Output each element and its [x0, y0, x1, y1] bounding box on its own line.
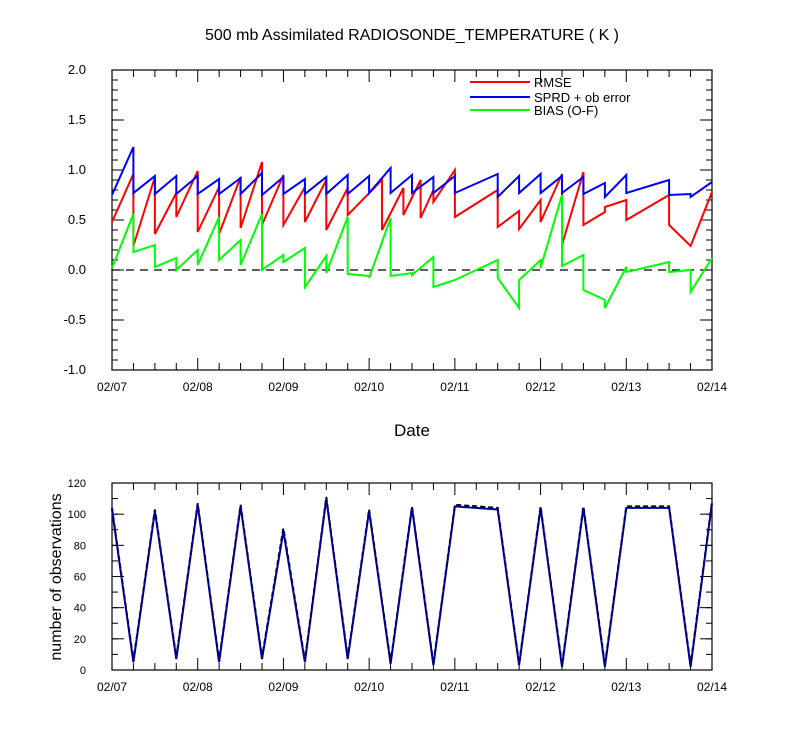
bottom-x-tick-label: 02/11: [440, 680, 469, 694]
bottom-series-line-used: [111, 498, 713, 668]
top-x-tick-label: 02/11: [440, 380, 469, 394]
top-series-line-sprd-ob-error: [111, 146, 713, 200]
top-plot-frame: [111, 69, 713, 371]
top-series-line-bias-o-f: [111, 194, 713, 312]
top-y-tick-label: 2.0: [68, 62, 86, 77]
bottom-y-tick-label: 0: [80, 665, 86, 677]
top-series-line-rmse: [111, 161, 713, 248]
bottom-x-tick-label: 02/14: [697, 680, 727, 694]
top-x-tick-label: 02/13: [611, 380, 641, 394]
top-y-tick-label: 1.0: [68, 162, 86, 177]
chart-marks: 02/07 02/08 02/09 02/10 02/11 02/12 02/13 02/14…: [64, 62, 728, 694]
top-y-tick-label: 0.0: [68, 262, 86, 277]
top-x-tick-label: 02/07: [97, 380, 127, 394]
y-axis-label-observations: number of observations: [48, 493, 65, 660]
bottom-y-tick-label: 80: [74, 540, 86, 552]
legend-label-bias: BIAS (O-F): [534, 103, 598, 118]
bottom-y-tick-label: 120: [68, 478, 86, 490]
chart-title: 500 mb Assimilated RADIOSONDE_TEMPERATUR…: [205, 27, 619, 44]
top-x-tick-label: 02/09: [268, 380, 298, 394]
bottom-y-tick-label: 40: [74, 603, 86, 615]
top-y-tick-label: 1.5: [68, 112, 86, 127]
top-x-tick-label: 02/14: [697, 380, 727, 394]
bottom-y-tick-label: 20: [74, 634, 86, 646]
top-y-tick-label: -1.0: [64, 362, 86, 377]
bottom-panel: 02/07 02/08 02/09 02/10 02/11 02/12 02/13 02/14…: [68, 478, 728, 694]
bottom-x-tick-label: 02/07: [97, 680, 127, 694]
bottom-series-line-possible: [111, 496, 713, 666]
top-y-tick-label: -0.5: [64, 312, 86, 327]
legend-label-sprd: SPRD + ob error: [534, 90, 631, 105]
top-x-tick-label: 02/10: [354, 380, 384, 394]
bottom-x-tick-label: 02/12: [526, 680, 556, 694]
legend-label-rmse: RMSE: [534, 75, 572, 90]
top-panel: 02/07 02/08 02/09 02/10 02/11 02/12 02/13 02/14…: [64, 62, 728, 394]
top-x-tick-label: 02/08: [183, 380, 213, 394]
x-axis-label: Date: [394, 421, 430, 440]
top-x-tick-label: 02/12: [526, 380, 556, 394]
legend: RMSE SPRD + ob error BIAS (O-F): [470, 75, 631, 118]
bottom-y-tick-label: 60: [74, 572, 86, 584]
top-y-tick-label: 0.5: [68, 212, 86, 227]
bottom-y-tick-label: 100: [68, 509, 86, 521]
bottom-x-tick-label: 02/13: [611, 680, 641, 694]
bottom-x-tick-label: 02/08: [183, 680, 213, 694]
bottom-x-tick-label: 02/10: [354, 680, 384, 694]
bottom-x-tick-label: 02/09: [268, 680, 298, 694]
